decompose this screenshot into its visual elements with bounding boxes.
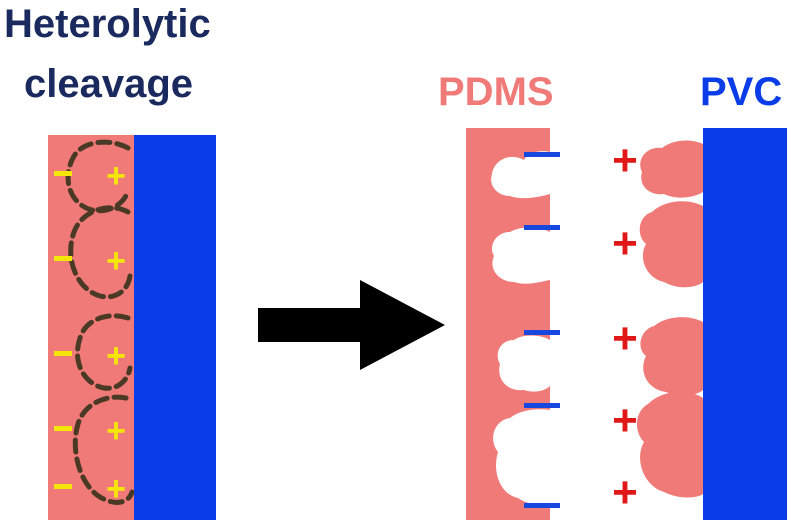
positive-charge: + [106, 157, 126, 195]
positive-charge: + [106, 470, 126, 508]
positive-charge: + [612, 136, 638, 185]
title-line-2: cleavage [24, 62, 194, 106]
bond-loop [75, 313, 133, 391]
positive-charge: + [612, 219, 638, 268]
after-pdms-layer [466, 128, 550, 520]
positive-charge: + [612, 314, 638, 363]
title-line-1: Heterolytic [4, 2, 211, 46]
positive-charge: + [106, 337, 126, 375]
bond-loop [68, 205, 133, 300]
pvc-label: PVC [700, 70, 783, 114]
bond-loop [72, 394, 135, 505]
positive-charge: + [612, 468, 638, 517]
pvc-fragment [639, 201, 703, 288]
pdms-label: PDMS [438, 70, 554, 114]
bond-loops [65, 139, 135, 505]
pvc-fragment [636, 391, 703, 498]
negative-charge [524, 330, 560, 335]
negative-charge [54, 256, 72, 261]
negative-charge [524, 403, 560, 408]
before-pvc-layer [134, 135, 216, 520]
before-pdms-layer [48, 135, 134, 520]
pvc-fragments [636, 140, 703, 498]
negative-charge [54, 171, 72, 176]
negative-charge [524, 503, 560, 508]
charges-after: + + + + + [524, 136, 638, 517]
positive-charge: + [106, 412, 126, 450]
negative-charge [524, 225, 560, 230]
pvc-fragment [640, 140, 703, 198]
bond-loop [65, 139, 131, 214]
positive-charge: + [106, 242, 126, 280]
negative-charge [54, 484, 72, 489]
pvc-fragment [640, 317, 703, 396]
transition-arrow [258, 280, 445, 370]
negative-charge [54, 426, 72, 431]
negative-charge [54, 351, 72, 356]
negative-charge [524, 152, 560, 157]
charges-before: + + + + + [54, 157, 126, 508]
after-pvc-layer [703, 128, 787, 520]
before-interface: + + + + + [48, 135, 216, 520]
positive-charge: + [612, 396, 638, 445]
after-interface: + + + + + [466, 128, 787, 520]
